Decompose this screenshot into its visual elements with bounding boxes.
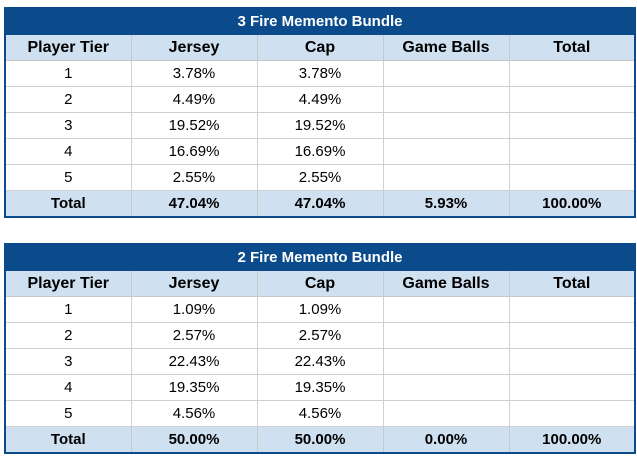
table-row: 2 2.57% 2.57%	[4, 322, 636, 349]
cell-game-balls	[382, 348, 510, 375]
table-title: 3 Fire Memento Bundle	[4, 7, 636, 35]
total-game-balls: 0.00%	[382, 426, 510, 454]
cell-jersey: 2.55%	[130, 164, 258, 191]
cell-jersey: 4.56%	[130, 400, 258, 427]
total-total: 100.00%	[508, 190, 636, 218]
cell-cap: 4.49%	[256, 86, 384, 113]
header-row: Player Tier Jersey Cap Game Balls Total	[4, 270, 636, 297]
cell-jersey: 19.52%	[130, 112, 258, 139]
table-row: 3 22.43% 22.43%	[4, 348, 636, 375]
cell-cap: 19.52%	[256, 112, 384, 139]
bundle-table-3-fire: 3 Fire Memento Bundle Player Tier Jersey…	[4, 7, 636, 218]
header-cap: Cap	[256, 34, 384, 61]
bundle-table: 3 Fire Memento Bundle Player Tier Jersey…	[4, 7, 636, 218]
cell-cap: 1.09%	[256, 296, 384, 323]
cell-total	[508, 322, 636, 349]
cell-jersey: 2.57%	[130, 322, 258, 349]
total-jersey: 47.04%	[130, 190, 258, 218]
table-row: 3 19.52% 19.52%	[4, 112, 636, 139]
header-total: Total	[508, 270, 636, 297]
cell-game-balls	[382, 164, 510, 191]
cell-tier: 5	[4, 400, 132, 427]
table-title-row: 2 Fire Memento Bundle	[4, 243, 636, 271]
total-row: Total 47.04% 47.04% 5.93% 100.00%	[4, 190, 636, 218]
header-player-tier: Player Tier	[4, 34, 132, 61]
header-total: Total	[508, 34, 636, 61]
cell-game-balls	[382, 296, 510, 323]
total-row: Total 50.00% 50.00% 0.00% 100.00%	[4, 426, 636, 454]
bundle-table: 2 Fire Memento Bundle Player Tier Jersey…	[4, 243, 636, 454]
cell-total	[508, 60, 636, 87]
header-jersey: Jersey	[130, 34, 258, 61]
cell-jersey: 4.49%	[130, 86, 258, 113]
total-label: Total	[4, 426, 132, 454]
cell-total	[508, 112, 636, 139]
cell-cap: 2.57%	[256, 322, 384, 349]
bundle-table-2-fire: 2 Fire Memento Bundle Player Tier Jersey…	[4, 243, 636, 454]
cell-total	[508, 374, 636, 401]
header-player-tier: Player Tier	[4, 270, 132, 297]
cell-tier: 5	[4, 164, 132, 191]
cell-tier: 1	[4, 296, 132, 323]
cell-game-balls	[382, 374, 510, 401]
cell-game-balls	[382, 138, 510, 165]
cell-cap: 19.35%	[256, 374, 384, 401]
cell-tier: 4	[4, 138, 132, 165]
cell-jersey: 3.78%	[130, 60, 258, 87]
cell-tier: 1	[4, 60, 132, 87]
cell-jersey: 16.69%	[130, 138, 258, 165]
cell-total	[508, 86, 636, 113]
cell-total	[508, 164, 636, 191]
cell-tier: 3	[4, 348, 132, 375]
table-row: 1 1.09% 1.09%	[4, 296, 636, 323]
table-title-row: 3 Fire Memento Bundle	[4, 7, 636, 35]
cell-tier: 3	[4, 112, 132, 139]
cell-game-balls	[382, 400, 510, 427]
cell-cap: 4.56%	[256, 400, 384, 427]
cell-cap: 2.55%	[256, 164, 384, 191]
cell-total	[508, 138, 636, 165]
cell-tier: 2	[4, 322, 132, 349]
cell-game-balls	[382, 112, 510, 139]
total-total: 100.00%	[508, 426, 636, 454]
table-row: 5 4.56% 4.56%	[4, 400, 636, 427]
table-row: 5 2.55% 2.55%	[4, 164, 636, 191]
cell-jersey: 19.35%	[130, 374, 258, 401]
cell-cap: 3.78%	[256, 60, 384, 87]
cell-cap: 22.43%	[256, 348, 384, 375]
header-row: Player Tier Jersey Cap Game Balls Total	[4, 34, 636, 61]
table-row: 4 16.69% 16.69%	[4, 138, 636, 165]
cell-total	[508, 296, 636, 323]
cell-jersey: 1.09%	[130, 296, 258, 323]
cell-game-balls	[382, 86, 510, 113]
cell-game-balls	[382, 322, 510, 349]
header-game-balls: Game Balls	[382, 34, 510, 61]
cell-cap: 16.69%	[256, 138, 384, 165]
header-jersey: Jersey	[130, 270, 258, 297]
table-row: 1 3.78% 3.78%	[4, 60, 636, 87]
table-title: 2 Fire Memento Bundle	[4, 243, 636, 271]
cell-jersey: 22.43%	[130, 348, 258, 375]
total-jersey: 50.00%	[130, 426, 258, 454]
cell-total	[508, 400, 636, 427]
total-cap: 47.04%	[256, 190, 384, 218]
table-row: 2 4.49% 4.49%	[4, 86, 636, 113]
total-game-balls: 5.93%	[382, 190, 510, 218]
table-row: 4 19.35% 19.35%	[4, 374, 636, 401]
header-cap: Cap	[256, 270, 384, 297]
total-label: Total	[4, 190, 132, 218]
cell-tier: 4	[4, 374, 132, 401]
cell-game-balls	[382, 60, 510, 87]
header-game-balls: Game Balls	[382, 270, 510, 297]
cell-tier: 2	[4, 86, 132, 113]
total-cap: 50.00%	[256, 426, 384, 454]
cell-total	[508, 348, 636, 375]
